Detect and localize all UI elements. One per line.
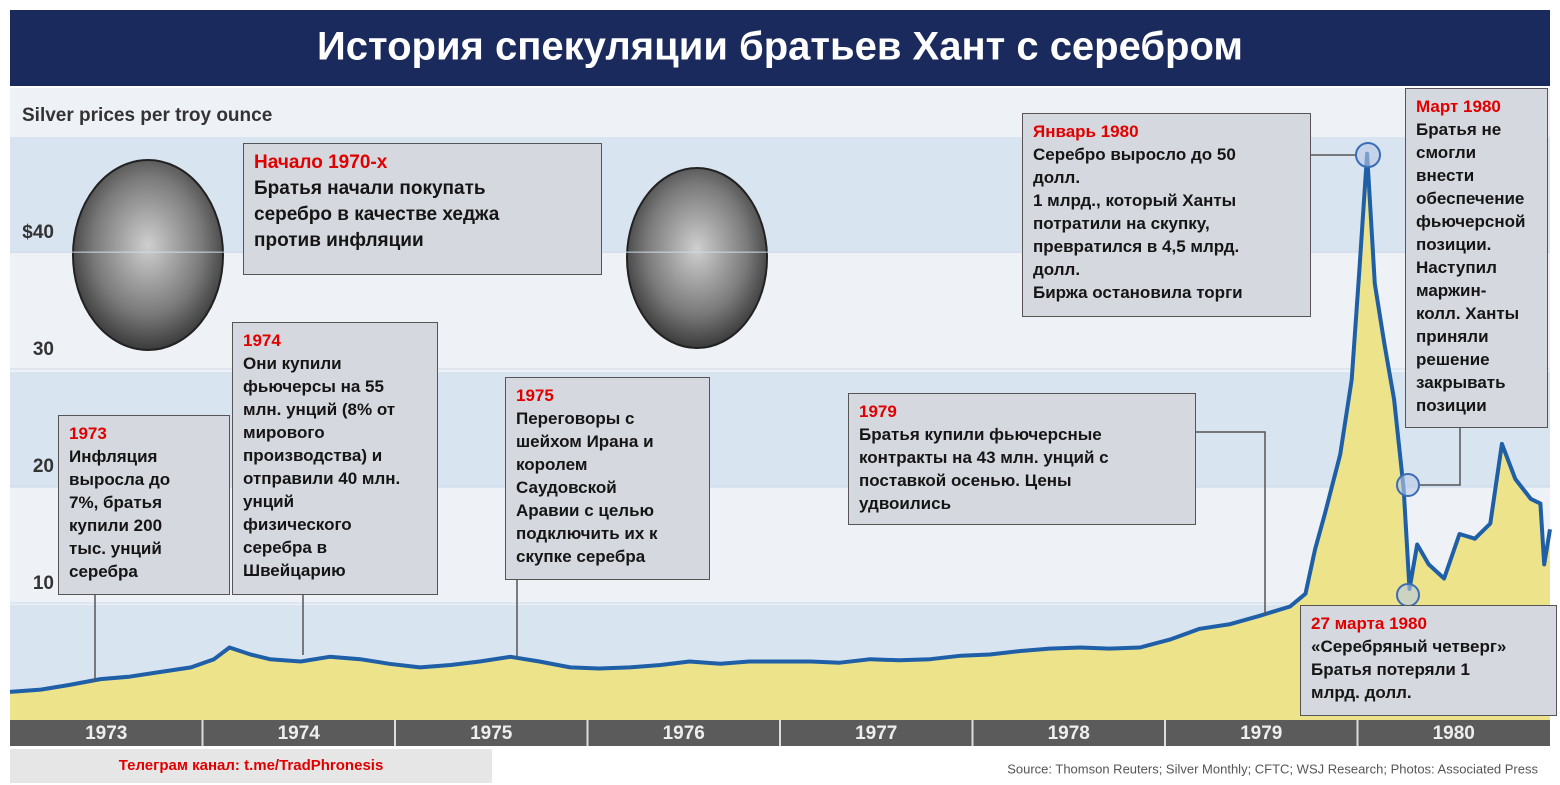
telegram: Телеграм канал: t.me/TradPhronesis <box>119 757 384 774</box>
annotation: 1973 Инфляция выросла до 7%, братья купили 2… <box>58 415 230 595</box>
x-tick-label: 1979 <box>1240 723 1282 744</box>
annotation-text: фьючерсной <box>1416 212 1526 231</box>
annotation-text: контракты на 43 млн. унций с <box>859 448 1109 467</box>
annotation-text: мирового <box>243 423 325 442</box>
annotation-text: 1 млрд., который Ханты <box>1033 191 1237 210</box>
y-tick-label: 10 <box>33 573 54 594</box>
annotation: 27 марта 1980 «Серебряный четверг» Братья … <box>1300 605 1557 716</box>
annotation-date: Начало 1970-х <box>254 152 388 173</box>
annotation-text: Наступил <box>1416 258 1497 277</box>
annotation-text: Переговоры с <box>516 409 635 428</box>
annotation-text: отправили 40 млн. <box>243 469 401 488</box>
line <box>9 151 1552 694</box>
annotation-text: приняли <box>1416 327 1489 346</box>
connectors <box>94 154 1461 682</box>
annotation-text: серебра <box>69 562 138 581</box>
annotation-text: купили 200 <box>69 516 163 535</box>
annotation-text: маржин- <box>1416 281 1487 300</box>
annotation-text: Братья потеряли 1 <box>1311 660 1470 679</box>
annotation-text: Братья начали покупать <box>254 178 486 199</box>
annotation-date: Март 1980 <box>1416 97 1501 116</box>
annotation-text: смогли <box>1416 143 1477 162</box>
annotation-text: обеспечение <box>1416 189 1525 208</box>
annotation-text: удвоились <box>859 494 952 513</box>
annotation: Март 1980 Братья не смогли внести обеспечени… <box>1405 88 1548 428</box>
annotation-text: Серебро выросло до 50 <box>1033 145 1236 164</box>
annotation-text: поставкой осенью. Цены <box>859 471 1072 490</box>
annotation-text: производства) и <box>243 446 383 465</box>
annotation-date: 1975 <box>516 386 554 405</box>
annotation-date: Январь 1980 <box>1033 122 1139 141</box>
annotation-text: фьючерсы на 55 <box>243 377 384 396</box>
x-tick-label: 1978 <box>1048 723 1090 744</box>
connector <box>1196 431 1266 615</box>
annotation-text: 7%, братья <box>69 493 163 512</box>
photo <box>72 159 224 351</box>
annotation-text: позиции <box>1416 396 1487 415</box>
annotation-date: 27 марта 1980 <box>1311 614 1427 633</box>
y-tick-label: 30 <box>33 339 54 360</box>
annotation-text: Аравии с целью <box>516 501 655 520</box>
y-tick-label: 20 <box>33 456 54 477</box>
x-tick-label: 1975 <box>470 723 513 744</box>
highlight <box>1355 142 1381 168</box>
annotation-text: млн. унций (8% от <box>243 400 396 419</box>
annotation-text: Братья купили фьючерсные <box>859 425 1102 444</box>
x-tick-label: 1976 <box>663 723 705 744</box>
annotation-text: позиции. <box>1416 235 1492 254</box>
annotation-text: внести <box>1416 166 1475 185</box>
highlight <box>1396 583 1420 607</box>
annotation-text: королем <box>516 455 588 474</box>
annotation-text: шейхом Ирана и <box>516 432 654 451</box>
annotation-text: колл. Ханты <box>1416 304 1520 323</box>
photo <box>626 167 768 349</box>
annotation-text: Братья не <box>1416 120 1502 139</box>
annotation-text: физического <box>243 515 352 534</box>
annotation-text: выросла до <box>69 470 171 489</box>
annotation-text: Они купили <box>243 354 342 373</box>
annotation-text: Инфляция <box>69 447 158 466</box>
annotation-text: скупке серебра <box>516 547 646 566</box>
annotation-text: тыс. унций <box>69 539 162 558</box>
annotation: Начало 1970-х Братья начали покупать сереб… <box>243 143 602 275</box>
y-tick-label: $40 <box>22 222 54 243</box>
x-tick-label: 1977 <box>855 723 897 744</box>
annotation-text: закрывать <box>1416 373 1506 392</box>
annotation-text: серебра в <box>243 538 328 557</box>
x-tick-label: 1974 <box>278 723 321 744</box>
annotation: 1974 Они купили фьючерсы на 55 млн. унций (… <box>232 322 438 595</box>
x-tick-label: 1973 <box>85 723 127 744</box>
annotation-text: решение <box>1416 350 1490 369</box>
annotation: 1975 Переговоры с шейхом Ирана и королем Сау… <box>505 377 710 580</box>
annotation-text: Саудовской <box>516 478 617 497</box>
annotation-text: унций <box>243 492 295 511</box>
title-bar <box>10 10 1550 86</box>
annotation: 1979 Братья купили фьючерсные контракты на… <box>848 393 1196 525</box>
source: Source: Thomson Reuters; Silver Monthly;… <box>1007 761 1538 776</box>
annotation-text: серебро в качестве хеджа <box>254 204 500 225</box>
annotation-date: 1974 <box>243 331 281 350</box>
annotation-text: превратился в 4,5 млрд. <box>1033 237 1240 256</box>
x-tick-label: 1980 <box>1433 723 1475 744</box>
highlight <box>1396 473 1420 497</box>
annotation-text: Биржа остановила торги <box>1033 283 1243 302</box>
annotation-text: потратили на скупку, <box>1033 214 1210 233</box>
annotation-text: млрд. долл. <box>1311 683 1412 702</box>
annotation: Январь 1980 Серебро выросло до 50 долл. 1 м… <box>1022 113 1311 317</box>
annotation-date: 1979 <box>859 402 897 421</box>
connector <box>1420 428 1461 486</box>
annotation-text: против инфляции <box>254 230 424 251</box>
subtitle: Silver prices per troy ounce <box>22 105 272 126</box>
annotation-date: 1973 <box>69 424 107 443</box>
annotation-text: долл. <box>1033 260 1081 279</box>
annotation-text: подключить их к <box>516 524 658 543</box>
annotation-text: «Серебряный четверг» <box>1311 637 1507 656</box>
annotation-text: Швейцарию <box>243 561 346 580</box>
telegram-box <box>10 749 492 783</box>
annotation-text: долл. <box>1033 168 1081 187</box>
chart-title: История спекуляции братьев Хант с серебр… <box>317 25 1243 69</box>
